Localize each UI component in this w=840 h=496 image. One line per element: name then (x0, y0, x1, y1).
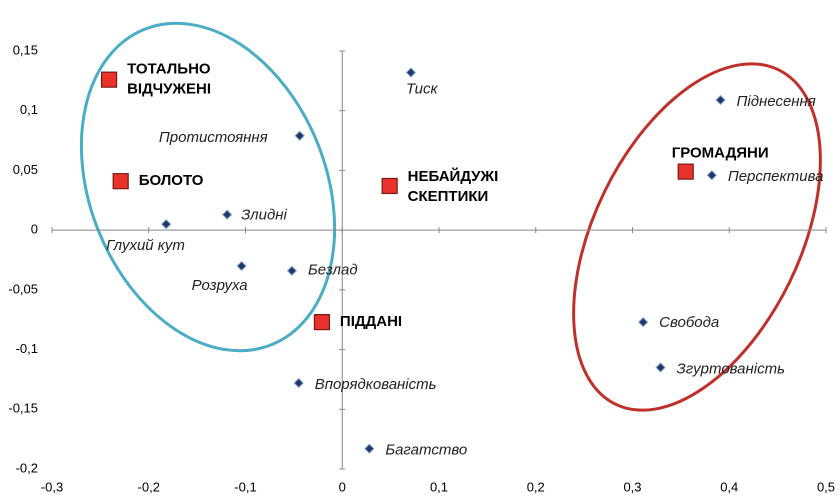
x-tick-label: 0,2 (527, 479, 545, 494)
cluster-label: ГРОМАДЯНИ (672, 145, 769, 162)
point-label: Свобода (659, 314, 719, 331)
point (221, 209, 233, 220)
point (405, 67, 417, 78)
point-label: Згуртованість (677, 360, 786, 377)
point-label: Протистояння (159, 129, 268, 146)
x-tick-label: 0,4 (720, 479, 738, 494)
point-label: Перспектива (728, 168, 824, 185)
x-tick-label: 0 (339, 479, 346, 494)
cluster-ellipse (79, 21, 337, 353)
x-tick-label: 0,1 (430, 479, 448, 494)
x-tick-label: -0,1 (234, 479, 256, 494)
point-label: Розруха (192, 277, 248, 294)
point (293, 377, 304, 389)
x-tick-label: 0,3 (623, 479, 641, 494)
cluster-point (100, 71, 118, 88)
point (715, 94, 726, 106)
cluster-label: ВІДЧУЖЕНІ (127, 81, 211, 98)
cluster-point (381, 177, 398, 195)
y-tick-label: 0,05 (13, 162, 38, 177)
cluster-label: БОЛОТО (139, 172, 204, 189)
point-label: Піднесення (737, 93, 816, 110)
point (655, 362, 666, 373)
point (286, 265, 298, 276)
point-label: Злидні (241, 207, 287, 224)
cluster-point (677, 163, 694, 180)
y-tick-label: -0,05 (8, 281, 38, 296)
y-tick-label: 0,1 (20, 102, 38, 117)
y-tick-label: 0,15 (13, 42, 38, 57)
point (236, 260, 247, 272)
point-label: Тиск (406, 80, 439, 97)
y-tick-label: -0,15 (8, 401, 38, 416)
cluster-label: ТОТАЛЬНО (127, 61, 211, 78)
point (160, 218, 172, 230)
cluster-label: НЕБАЙДУЖІ (408, 167, 499, 185)
point-label: Глухий кут (106, 237, 185, 254)
point-label: Багатство (385, 442, 467, 459)
point-label: Впорядкованість (315, 376, 437, 393)
point (637, 316, 649, 328)
y-tick-label: 0 (31, 222, 38, 237)
cluster-label: ПІДДАНІ (340, 313, 402, 330)
point (706, 169, 718, 181)
x-tick-label: -0,3 (41, 479, 63, 494)
point (294, 130, 305, 142)
point-label: Безлад (308, 262, 358, 279)
cluster-ellipse (572, 62, 822, 412)
x-tick-label: 0,5 (817, 479, 835, 494)
cluster-label: СКЕПТИКИ (408, 188, 489, 205)
y-tick-label: -0,1 (16, 341, 38, 356)
y-tick-label: -0,2 (16, 460, 38, 475)
x-tick-label: -0,2 (138, 479, 160, 494)
cluster-point (313, 314, 331, 331)
point (364, 443, 375, 454)
cluster-point (112, 173, 129, 190)
